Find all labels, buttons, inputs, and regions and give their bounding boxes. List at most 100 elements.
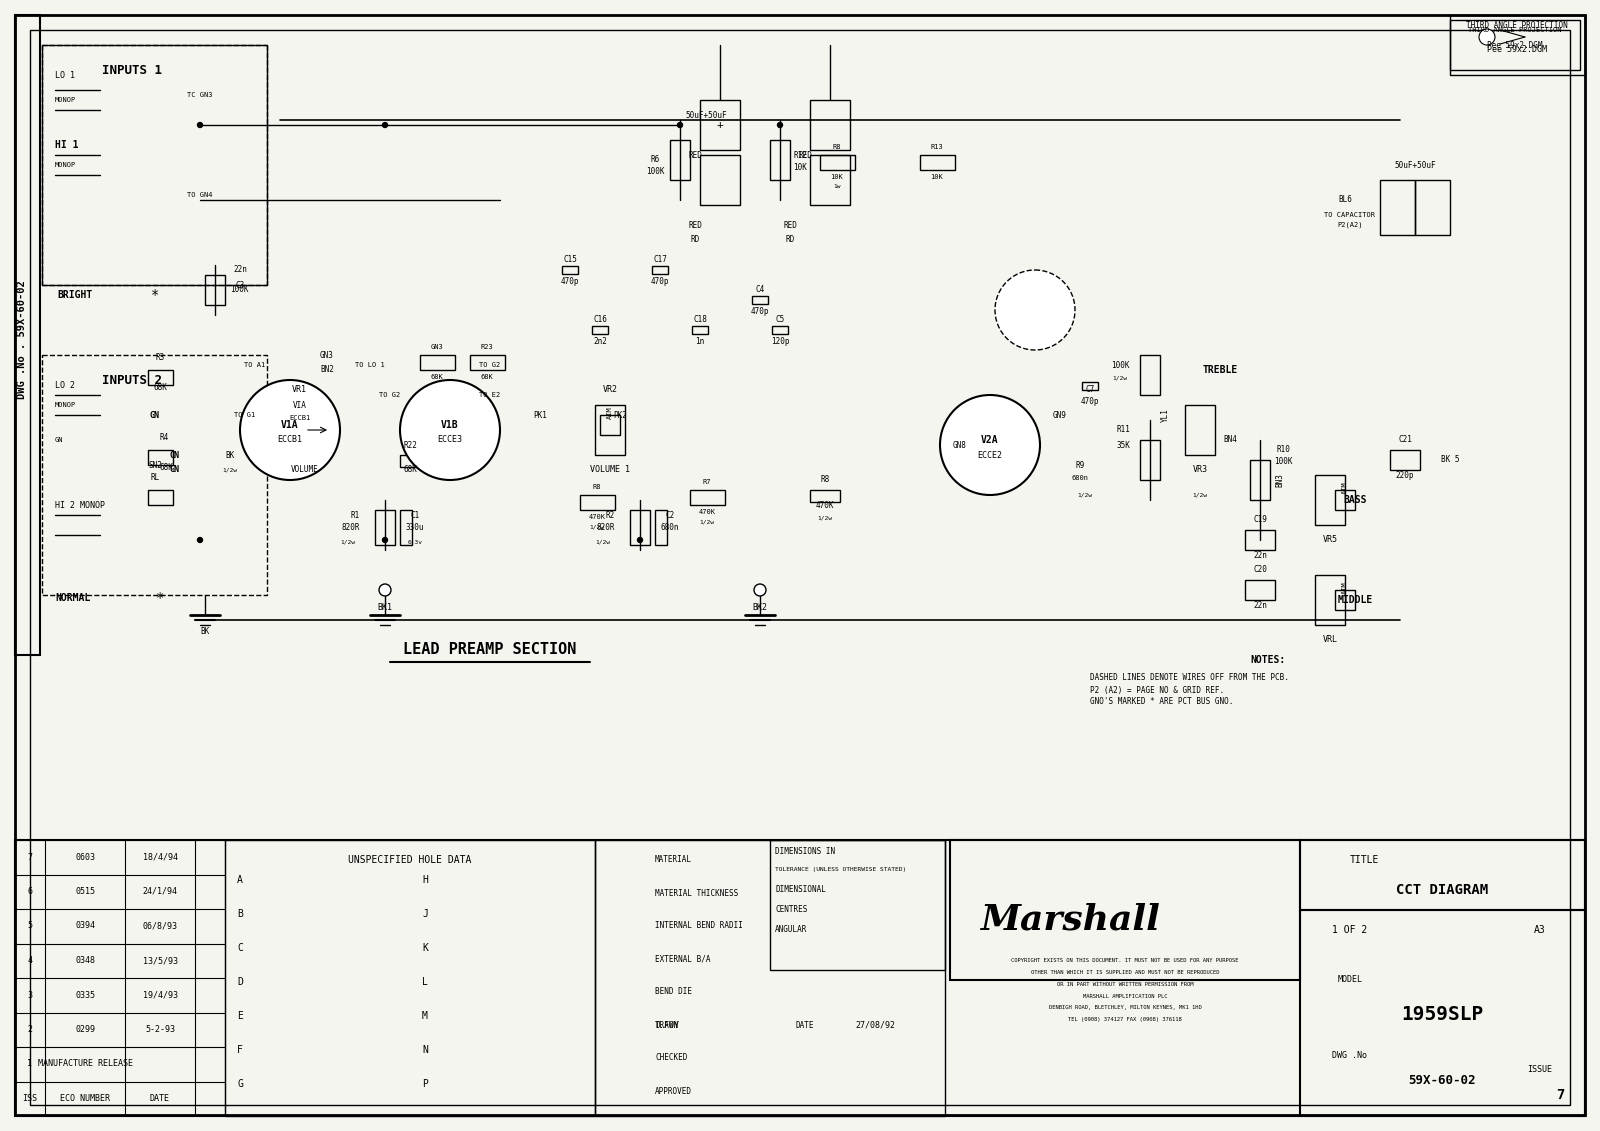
Text: 7: 7 <box>27 853 32 862</box>
Text: DWG .No . 59X-60-02: DWG .No . 59X-60-02 <box>18 280 27 399</box>
Bar <box>1139 440 1160 480</box>
Text: 470K: 470K <box>699 509 715 515</box>
Text: 1959SLP: 1959SLP <box>1402 1005 1483 1025</box>
Bar <box>579 495 614 510</box>
Text: C5: C5 <box>776 316 784 325</box>
Circle shape <box>778 122 782 128</box>
Text: ECCE3: ECCE3 <box>437 435 462 444</box>
Bar <box>595 840 946 1116</box>
Bar <box>1379 180 1414 235</box>
Text: C17: C17 <box>653 256 667 265</box>
Text: 120p: 120p <box>771 337 789 346</box>
Text: 330u: 330u <box>406 524 424 533</box>
Text: 1 OF 2: 1 OF 2 <box>1333 925 1368 935</box>
Text: TOLERANCE (UNLESS OTHERWISE STATED): TOLERANCE (UNLESS OTHERWISE STATED) <box>774 867 906 872</box>
Text: YL1: YL1 <box>1160 408 1170 422</box>
Text: P2 (A2) = PAGE NO & GRID REF.: P2 (A2) = PAGE NO & GRID REF. <box>1090 685 1224 694</box>
Text: 1/2w: 1/2w <box>818 516 832 520</box>
Text: P2(A2): P2(A2) <box>1338 222 1363 228</box>
Bar <box>654 510 667 545</box>
Text: GN: GN <box>170 466 179 475</box>
Text: C4: C4 <box>755 285 765 294</box>
Text: BK: BK <box>200 628 210 637</box>
Text: GN3: GN3 <box>320 351 334 360</box>
Text: TO GN4: TO GN4 <box>187 192 213 198</box>
Text: C20: C20 <box>1253 566 1267 575</box>
Text: ECO NUMBER: ECO NUMBER <box>61 1094 110 1103</box>
Text: BEND DIE: BEND DIE <box>654 987 691 996</box>
Text: TEL (0908) 374127 FAX (0908) 376118: TEL (0908) 374127 FAX (0908) 376118 <box>1069 1018 1182 1022</box>
Text: 470p: 470p <box>560 277 579 286</box>
Text: 1w: 1w <box>834 184 840 190</box>
Text: 470K: 470K <box>589 513 605 520</box>
Bar <box>400 455 426 467</box>
Text: DATE: DATE <box>795 1020 813 1029</box>
Text: TC GN3: TC GN3 <box>187 92 213 98</box>
Bar <box>701 155 739 205</box>
Text: HI 1: HI 1 <box>54 140 78 150</box>
Text: TO G2: TO G2 <box>480 362 501 368</box>
Text: CCT DIAGRAM: CCT DIAGRAM <box>1395 883 1488 897</box>
Text: NORMAL: NORMAL <box>54 593 90 603</box>
Text: AIM: AIM <box>1342 482 1347 494</box>
Text: MATERIAL THICKNESS: MATERIAL THICKNESS <box>654 889 738 898</box>
Text: ECCE2: ECCE2 <box>978 450 1003 459</box>
Text: VRL: VRL <box>1323 636 1338 645</box>
Text: 470K: 470K <box>816 501 834 510</box>
Bar <box>147 490 173 506</box>
Bar <box>770 840 946 970</box>
Bar <box>1334 490 1355 510</box>
Text: MANUFACTURE RELEASE: MANUFACTURE RELEASE <box>37 1060 133 1069</box>
Text: AIM: AIM <box>1342 581 1347 595</box>
Circle shape <box>754 584 766 596</box>
Text: OR IN PART WITHOUT WRITTEN PERMISSION FROM: OR IN PART WITHOUT WRITTEN PERMISSION FR… <box>1056 982 1194 986</box>
Text: 10K: 10K <box>931 174 944 180</box>
Text: ISS: ISS <box>22 1094 37 1103</box>
Text: 18/4/94: 18/4/94 <box>142 853 178 862</box>
Text: R3: R3 <box>155 354 165 363</box>
Text: TO G1: TO G1 <box>234 412 256 418</box>
Text: B: B <box>237 909 243 920</box>
Bar <box>562 266 578 274</box>
Text: 22n: 22n <box>1253 602 1267 611</box>
Text: V2A: V2A <box>981 435 998 444</box>
Bar <box>1299 910 1586 1116</box>
Text: Pee 59x2.DGM: Pee 59x2.DGM <box>1488 41 1542 50</box>
Text: V1B: V1B <box>442 420 459 430</box>
Text: L: L <box>422 977 427 987</box>
Text: 10K: 10K <box>794 163 806 172</box>
Text: 10K: 10K <box>830 174 843 180</box>
Text: DWG .No: DWG .No <box>1333 1051 1368 1060</box>
Text: 1/2w: 1/2w <box>589 525 605 529</box>
Bar <box>771 326 787 334</box>
Text: TO CAPACITOR: TO CAPACITOR <box>1325 211 1376 218</box>
Text: 1/2w: 1/2w <box>339 539 355 544</box>
Text: 680n: 680n <box>661 524 680 533</box>
Bar <box>600 415 621 435</box>
Text: AIM: AIM <box>606 407 613 420</box>
Text: 59X-60-02: 59X-60-02 <box>1408 1073 1475 1087</box>
Bar <box>1450 15 1586 75</box>
Bar <box>810 155 850 205</box>
Text: MONOP: MONOP <box>54 162 75 169</box>
Bar <box>690 490 725 506</box>
Circle shape <box>677 122 683 128</box>
Bar <box>1315 575 1346 625</box>
Text: VR3: VR3 <box>1192 466 1208 475</box>
Text: R8: R8 <box>592 484 602 490</box>
Text: 100K: 100K <box>230 285 248 294</box>
Text: GN: GN <box>150 411 160 420</box>
Text: MONOP: MONOP <box>54 402 75 408</box>
Text: 1/2w: 1/2w <box>1112 375 1128 380</box>
Text: UNSPECIFIED HOLE DATA: UNSPECIFIED HOLE DATA <box>349 855 472 865</box>
Text: 820R: 820R <box>341 524 360 533</box>
Text: 68K: 68K <box>160 464 174 473</box>
Text: 7: 7 <box>1555 1088 1565 1102</box>
Text: ISSUE: ISSUE <box>1528 1065 1552 1074</box>
Bar <box>1390 450 1421 470</box>
Bar <box>1299 840 1586 910</box>
Text: 1: 1 <box>27 1060 32 1069</box>
Text: 06/8/93: 06/8/93 <box>142 922 178 931</box>
Text: 4: 4 <box>27 956 32 965</box>
Text: C7: C7 <box>1085 386 1094 395</box>
